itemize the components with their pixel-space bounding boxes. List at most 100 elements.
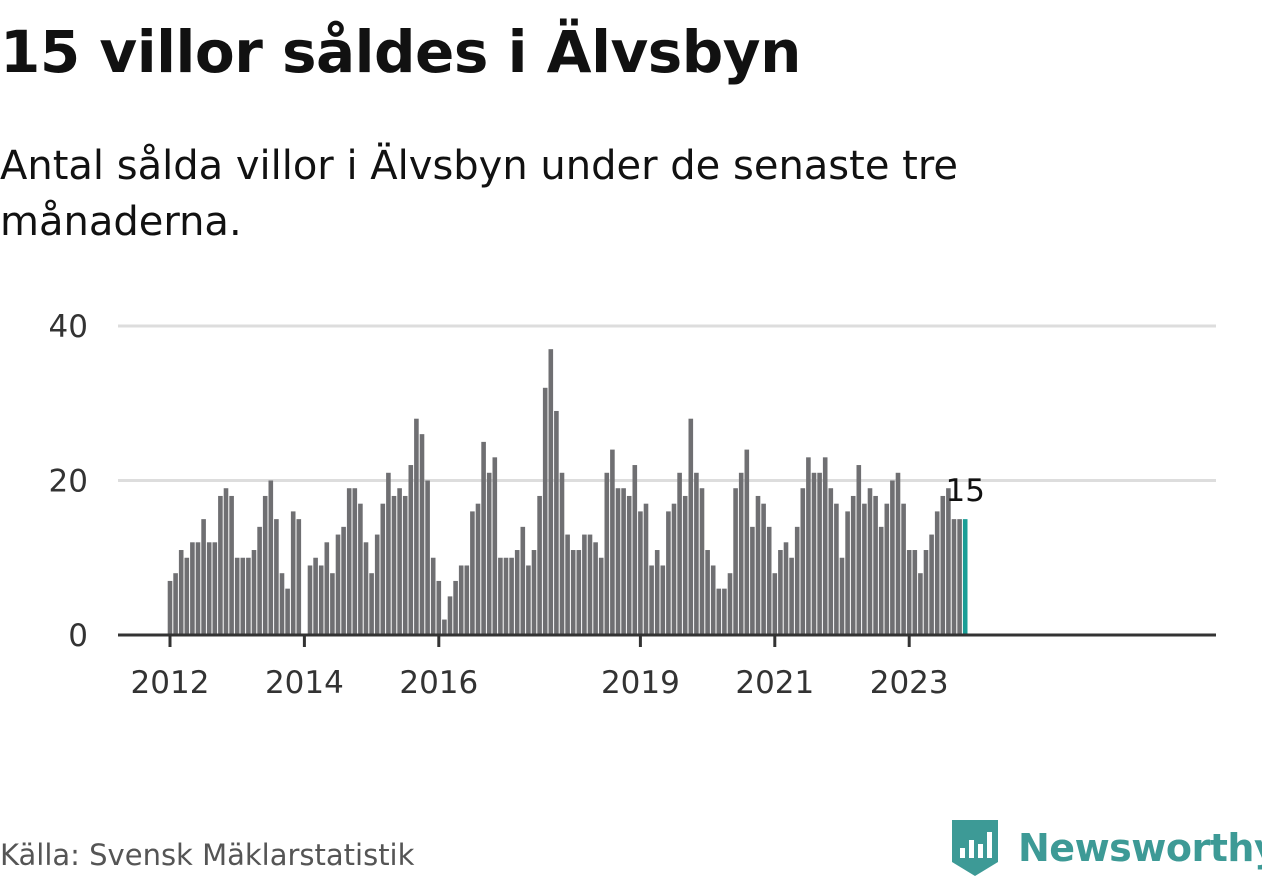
bar xyxy=(766,526,772,635)
bar xyxy=(582,534,587,635)
bar xyxy=(654,550,660,635)
bar xyxy=(929,534,934,635)
bar xyxy=(436,580,442,635)
bar xyxy=(957,519,962,636)
bar xyxy=(811,472,817,635)
bar xyxy=(307,565,313,635)
x-tick-label: 2023 xyxy=(870,665,949,701)
x-tick-label: 2012 xyxy=(131,665,210,701)
bar xyxy=(671,503,677,635)
bar xyxy=(576,550,582,635)
x-tick-label: 2021 xyxy=(735,665,814,701)
bar xyxy=(453,580,458,635)
bar xyxy=(374,534,380,635)
bar xyxy=(358,503,363,635)
bar xyxy=(660,565,666,635)
bar xyxy=(442,619,447,635)
bar xyxy=(570,550,576,635)
brand-logo[interactable]: Newsworthy xyxy=(950,818,1262,878)
bar xyxy=(285,588,290,635)
bar xyxy=(867,488,873,635)
bar xyxy=(234,557,240,635)
bar xyxy=(251,550,257,635)
bar xyxy=(884,503,890,635)
bar xyxy=(475,503,481,635)
bar xyxy=(509,557,514,635)
bar xyxy=(246,557,251,635)
bar xyxy=(783,542,789,635)
bar xyxy=(430,557,436,635)
bar xyxy=(822,457,828,635)
bar xyxy=(682,495,688,635)
bar xyxy=(268,480,274,635)
x-tick-label: 2016 xyxy=(399,665,478,701)
bar xyxy=(408,465,414,635)
bar xyxy=(470,511,475,635)
bar xyxy=(738,472,744,635)
bar xyxy=(190,542,195,635)
bar xyxy=(587,534,593,635)
bar xyxy=(649,565,654,635)
bar xyxy=(794,526,800,635)
bar xyxy=(694,472,699,635)
bar xyxy=(330,573,335,635)
bar xyxy=(559,472,565,635)
bar xyxy=(318,565,324,635)
bar xyxy=(274,519,279,636)
bar xyxy=(548,349,554,635)
x-axis xyxy=(118,633,1216,647)
bar xyxy=(257,526,262,635)
bar xyxy=(677,472,682,635)
bar xyxy=(850,495,856,635)
bar xyxy=(772,573,778,635)
bar xyxy=(632,465,638,635)
bar xyxy=(722,588,727,635)
bar xyxy=(940,495,946,635)
gridlines xyxy=(118,324,1216,482)
bar xyxy=(386,472,391,635)
bar xyxy=(414,418,419,635)
newsworthy-logo-icon xyxy=(952,820,998,876)
bar xyxy=(290,511,296,635)
bar xyxy=(341,526,346,635)
bar xyxy=(531,550,537,635)
bar xyxy=(750,526,755,635)
bar xyxy=(363,542,369,635)
bar xyxy=(542,387,548,635)
bar xyxy=(492,457,498,635)
bar xyxy=(878,526,884,635)
y-tick-label: 20 xyxy=(49,464,88,500)
bar xyxy=(856,465,862,635)
bar xyxy=(554,410,559,635)
bar xyxy=(845,511,850,635)
bar xyxy=(537,495,542,635)
bar xyxy=(514,550,520,635)
source-note: Källa: Svensk Mäklarstatistik xyxy=(0,838,415,872)
bar xyxy=(458,565,464,635)
bar xyxy=(705,550,710,635)
bar xyxy=(335,534,341,635)
bar xyxy=(951,519,957,636)
bar xyxy=(503,557,509,635)
bar xyxy=(755,495,761,635)
bar xyxy=(397,488,402,635)
x-tick-label: 2019 xyxy=(601,665,680,701)
chart-subtitle: Antal sålda villor i Älvsbyn under de se… xyxy=(0,143,959,245)
bar xyxy=(638,511,643,635)
bar xyxy=(223,488,229,635)
bar xyxy=(918,573,923,635)
bar xyxy=(604,472,610,635)
bar xyxy=(498,557,503,635)
bar xyxy=(688,418,694,635)
bar xyxy=(324,542,330,635)
bar xyxy=(615,488,621,635)
bar xyxy=(800,488,806,635)
bar xyxy=(520,526,526,635)
bar xyxy=(817,472,822,635)
bar xyxy=(206,542,212,635)
bar xyxy=(391,495,397,635)
bar xyxy=(733,488,738,635)
bar xyxy=(906,550,912,635)
bar xyxy=(184,557,190,635)
bar xyxy=(240,557,246,635)
